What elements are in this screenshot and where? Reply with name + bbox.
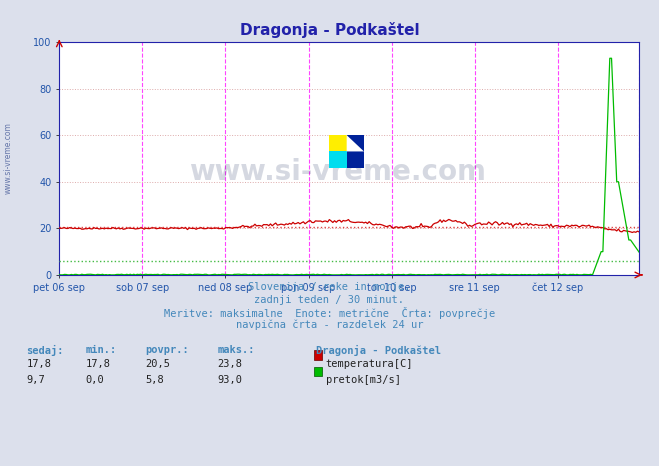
Text: 93,0: 93,0 [217, 375, 243, 385]
Text: pretok[m3/s]: pretok[m3/s] [326, 375, 401, 385]
Polygon shape [347, 135, 364, 151]
Text: 23,8: 23,8 [217, 359, 243, 369]
Text: www.si-vreme.com: www.si-vreme.com [4, 123, 13, 194]
Text: 0,0: 0,0 [86, 375, 104, 385]
Text: 20,5: 20,5 [145, 359, 170, 369]
Text: min.:: min.: [86, 345, 117, 355]
Text: www.si-vreme.com: www.si-vreme.com [189, 158, 486, 186]
Text: Dragonja - Podkaštel: Dragonja - Podkaštel [316, 345, 442, 356]
Text: temperatura[C]: temperatura[C] [326, 359, 413, 369]
Bar [347, 135, 364, 168]
Text: maks.:: maks.: [217, 345, 255, 355]
Text: sedaj:: sedaj: [26, 345, 64, 356]
Text: Slovenija / reke in morje.: Slovenija / reke in morje. [248, 282, 411, 292]
Text: 5,8: 5,8 [145, 375, 163, 385]
Text: 17,8: 17,8 [26, 359, 51, 369]
Text: navpična črta - razdelek 24 ur: navpična črta - razdelek 24 ur [236, 320, 423, 330]
Text: 9,7: 9,7 [26, 375, 45, 385]
Bar [330, 151, 347, 168]
Text: povpr.:: povpr.: [145, 345, 188, 355]
Text: 17,8: 17,8 [86, 359, 111, 369]
Text: Dragonja - Podkaštel: Dragonja - Podkaštel [240, 22, 419, 38]
Text: zadnji teden / 30 minut.: zadnji teden / 30 minut. [254, 295, 405, 304]
Bar [330, 135, 347, 151]
Text: Meritve: maksimalne  Enote: metrične  Črta: povprečje: Meritve: maksimalne Enote: metrične Črta… [164, 307, 495, 319]
